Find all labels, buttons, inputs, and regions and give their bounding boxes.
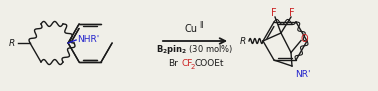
Text: II: II [199, 20, 203, 29]
Text: NHR': NHR' [77, 34, 99, 43]
Text: COOEt: COOEt [194, 59, 224, 68]
Text: F: F [289, 8, 295, 18]
Text: R: R [240, 36, 246, 46]
Text: R: R [9, 38, 15, 48]
Text: CF: CF [181, 59, 193, 68]
Text: F: F [271, 8, 277, 18]
Text: 2: 2 [191, 64, 195, 70]
Text: Br: Br [168, 59, 178, 68]
Text: O: O [300, 33, 308, 43]
Text: $\mathbf{B_2pin_2}$ (30 mol%): $\mathbf{B_2pin_2}$ (30 mol%) [156, 42, 234, 56]
Text: NR': NR' [295, 70, 310, 79]
Text: Cu: Cu [184, 24, 197, 34]
